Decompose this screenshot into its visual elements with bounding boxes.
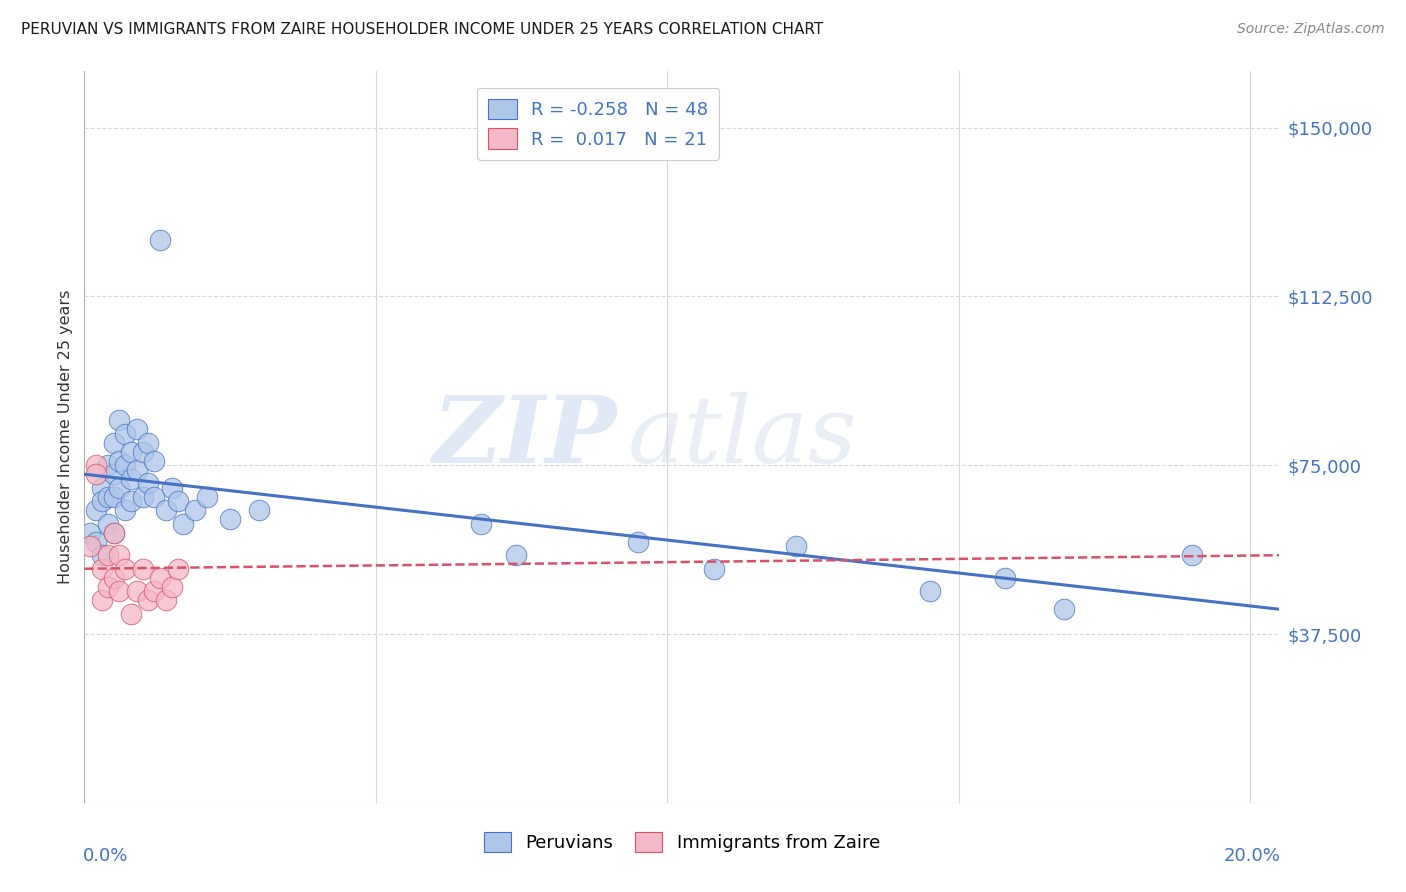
Point: [90, 494, 112, 508]
Point: [247, 503, 270, 517]
Point: [90, 593, 112, 607]
Point: [125, 422, 148, 436]
Point: [97, 580, 120, 594]
Point: [90, 481, 112, 495]
Point: [103, 571, 125, 585]
Point: [108, 548, 131, 562]
Point: [90, 562, 112, 576]
Text: atlas: atlas: [628, 392, 858, 482]
Point: [470, 516, 492, 531]
Point: [125, 584, 148, 599]
Point: [120, 607, 142, 621]
Point: [108, 584, 131, 599]
Point: [160, 481, 183, 495]
Point: [114, 562, 136, 576]
Point: [84, 467, 107, 482]
Point: [103, 490, 125, 504]
Point: [138, 593, 160, 607]
Point: [166, 562, 188, 576]
Point: [103, 525, 125, 540]
Point: [103, 467, 125, 482]
Text: 20.0%: 20.0%: [1223, 847, 1281, 864]
Text: 0.0%: 0.0%: [83, 847, 128, 864]
Point: [120, 494, 142, 508]
Point: [131, 444, 153, 458]
Point: [166, 494, 188, 508]
Point: [195, 490, 218, 504]
Point: [1053, 602, 1076, 616]
Point: [505, 548, 527, 562]
Point: [143, 453, 166, 467]
Point: [149, 233, 172, 247]
Point: [114, 458, 136, 473]
Point: [79, 525, 101, 540]
Point: [143, 490, 166, 504]
Legend: Peruvians, Immigrants from Zaire: Peruvians, Immigrants from Zaire: [477, 824, 887, 860]
Point: [143, 584, 166, 599]
Point: [994, 571, 1017, 585]
Point: [1181, 548, 1204, 562]
Point: [108, 413, 131, 427]
Point: [103, 525, 125, 540]
Point: [172, 516, 194, 531]
Point: [149, 571, 172, 585]
Point: [103, 435, 125, 450]
Point: [155, 593, 177, 607]
Point: [918, 584, 941, 599]
Point: [219, 512, 242, 526]
Point: [114, 426, 136, 441]
Point: [160, 580, 183, 594]
Point: [97, 490, 120, 504]
Point: [131, 490, 153, 504]
Point: [120, 444, 142, 458]
Text: Source: ZipAtlas.com: Source: ZipAtlas.com: [1237, 22, 1385, 37]
Point: [155, 503, 177, 517]
Point: [108, 481, 131, 495]
Point: [90, 548, 112, 562]
Point: [138, 435, 160, 450]
Point: [97, 548, 120, 562]
Text: PERUVIAN VS IMMIGRANTS FROM ZAIRE HOUSEHOLDER INCOME UNDER 25 YEARS CORRELATION : PERUVIAN VS IMMIGRANTS FROM ZAIRE HOUSEH…: [21, 22, 824, 37]
Point: [84, 534, 107, 549]
Point: [184, 503, 207, 517]
Point: [79, 539, 101, 553]
Point: [627, 534, 650, 549]
Point: [138, 476, 160, 491]
Point: [785, 539, 807, 553]
Point: [114, 503, 136, 517]
Point: [131, 562, 153, 576]
Point: [84, 458, 107, 473]
Point: [108, 453, 131, 467]
Point: [97, 516, 120, 531]
Point: [97, 458, 120, 473]
Point: [703, 562, 725, 576]
Y-axis label: Householder Income Under 25 years: Householder Income Under 25 years: [58, 290, 73, 584]
Point: [84, 503, 107, 517]
Text: ZIP: ZIP: [432, 392, 616, 482]
Point: [120, 472, 142, 486]
Point: [125, 463, 148, 477]
